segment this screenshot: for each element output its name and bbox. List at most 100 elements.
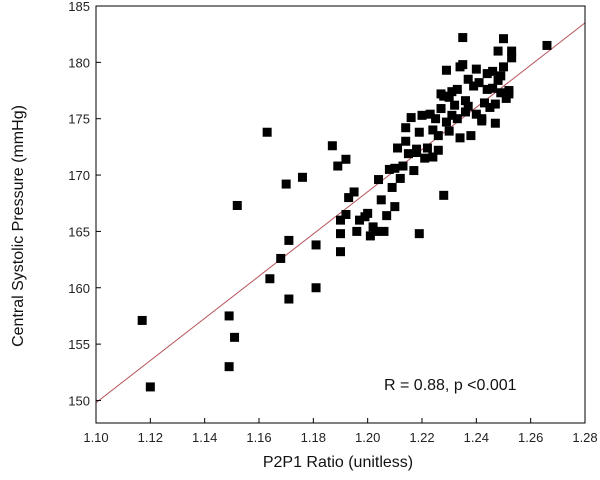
- data-point: [499, 34, 508, 44]
- data-point: [333, 161, 343, 171]
- data-point: [471, 64, 481, 74]
- data-point: [428, 152, 438, 162]
- data-point: [352, 226, 362, 236]
- data-point: [224, 311, 234, 321]
- data-point: [365, 231, 375, 241]
- data-point: [499, 62, 508, 72]
- data-point: [436, 104, 446, 114]
- data-point: [447, 87, 457, 97]
- ticks-layer: 1.10 1.12 1.14 1.16 1.18 1.20 1.22 1.24 1.26 1.28…: [68, 0, 597, 445]
- data-point: [336, 247, 345, 257]
- data-point: [371, 226, 381, 236]
- data-point: [363, 208, 373, 218]
- plot-frame: [95, 5, 586, 424]
- data-point: [444, 92, 454, 102]
- data-point: [493, 75, 503, 85]
- data-point: [458, 60, 468, 70]
- data-point: [431, 114, 441, 124]
- x-tick-label: 1.24: [464, 430, 489, 445]
- x-tick-label: 1.18: [301, 430, 326, 445]
- data-point: [145, 382, 155, 392]
- data-point: [311, 283, 321, 293]
- data-point: [374, 175, 384, 185]
- data-point: [336, 229, 345, 239]
- data-point: [444, 126, 454, 136]
- data-point: [450, 100, 460, 110]
- data-point: [463, 101, 473, 111]
- y-tick-label: 175: [68, 112, 90, 127]
- data-point: [387, 182, 397, 192]
- data-point: [469, 81, 479, 91]
- points-layer: [137, 33, 552, 392]
- data-point: [458, 33, 468, 43]
- data-point: [482, 69, 492, 79]
- data-point: [281, 179, 291, 189]
- data-point: [384, 164, 394, 174]
- y-tick-label: 160: [68, 281, 90, 296]
- data-point: [276, 253, 286, 263]
- data-point: [224, 362, 234, 372]
- data-point: [406, 113, 416, 123]
- data-point: [474, 78, 484, 88]
- y-tick-label: 185: [68, 0, 90, 14]
- data-point: [439, 91, 449, 101]
- data-point: [398, 161, 408, 171]
- data-point: [441, 65, 451, 75]
- data-point: [488, 66, 498, 76]
- data-point: [452, 114, 462, 124]
- x-tick-label: 1.20: [355, 430, 380, 445]
- data-point: [490, 118, 500, 128]
- correlation-annotation: R = 0.88, p <0.001: [384, 377, 517, 394]
- data-point: [409, 166, 419, 176]
- data-point: [425, 109, 435, 119]
- data-point: [428, 125, 438, 135]
- x-tick-label: 1.16: [246, 430, 271, 445]
- x-axis-title: P2P1 Ratio (unitless): [263, 454, 413, 471]
- y-axis-title: Central Systolic Pressure (mmHg): [10, 105, 27, 347]
- data-point: [412, 148, 422, 158]
- data-point: [482, 84, 492, 94]
- data-point: [401, 123, 411, 133]
- data-point: [466, 131, 476, 141]
- y-tick-label: 165: [68, 224, 90, 239]
- data-point: [284, 235, 294, 245]
- data-point: [262, 127, 272, 137]
- data-point: [230, 332, 240, 342]
- data-point: [485, 102, 495, 112]
- data-point: [490, 99, 500, 109]
- data-point: [493, 46, 503, 56]
- data-point: [479, 98, 489, 108]
- data-point: [376, 195, 386, 205]
- data-point: [455, 133, 465, 143]
- data-point: [507, 46, 517, 56]
- data-point: [336, 215, 345, 225]
- data-point: [507, 53, 517, 63]
- data-point: [542, 40, 552, 50]
- x-tick-label: 1.22: [409, 430, 434, 445]
- data-point: [496, 88, 506, 98]
- data-point: [344, 193, 354, 203]
- data-point: [401, 136, 411, 146]
- data-point: [341, 154, 351, 164]
- data-point: [341, 210, 351, 219]
- x-tick-label: 1.14: [192, 430, 217, 445]
- data-point: [460, 107, 470, 117]
- data-point: [439, 190, 449, 200]
- data-point: [447, 110, 457, 120]
- data-point: [368, 222, 378, 232]
- y-tick-label: 180: [68, 55, 90, 70]
- axes-layer: [95, 5, 586, 424]
- data-point: [232, 200, 242, 210]
- data-point: [284, 294, 294, 304]
- data-point: [471, 109, 481, 119]
- regression-line: [95, 22, 586, 404]
- data-point: [433, 131, 443, 141]
- data-point: [379, 226, 389, 236]
- data-point: [488, 83, 498, 93]
- data-point: [496, 71, 506, 81]
- data-point: [327, 141, 337, 151]
- data-point: [137, 315, 147, 325]
- data-point: [504, 89, 514, 99]
